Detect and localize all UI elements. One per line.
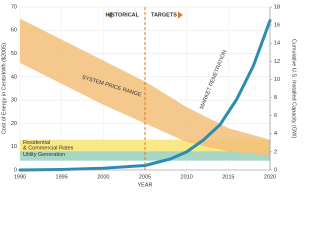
series-label: MARKET PENETRATION [199, 49, 228, 110]
y2-tick-label: 14 [274, 41, 280, 47]
x-tick-label: 2005 [139, 174, 151, 180]
y2-axis-title: Cumulative U.S. Installed Capacity (GW) [291, 39, 297, 139]
y-tick-label: 40 [11, 74, 17, 80]
y2-tick-label: 6 [274, 113, 277, 119]
x-tick-label: 2000 [97, 174, 109, 180]
x-tick-label: 1995 [56, 174, 68, 180]
y2-tick-label: 10 [274, 77, 280, 83]
y-tick-label: 10 [11, 144, 17, 150]
arrow-left [107, 11, 112, 19]
x-tick-label: 2020 [264, 174, 276, 180]
rate-band [20, 151, 270, 161]
page: 0 10 20 30 40 50 60 70 0 2 4 6 8 10 12 14 16 18 1990 1995 20… [1, 4, 297, 189]
market-line [18, 19, 272, 172]
y2-tick-label: 12 [274, 59, 280, 65]
band-label: Residential [23, 140, 50, 146]
y2-tick-label: 2 [274, 149, 277, 155]
arrow-right [178, 11, 183, 19]
header-left: HISTORICAL [105, 12, 139, 18]
x-tick-label: 1990 [14, 174, 26, 180]
band-label: Utility Generation [23, 152, 65, 158]
y-tick-label: 70 [11, 4, 17, 10]
y2-tick-label: 18 [274, 4, 280, 10]
y2-tick-label: 0 [274, 167, 277, 173]
x-tick-label: 2015 [222, 174, 234, 180]
y-tick-label: 20 [11, 121, 17, 127]
y2-tick-label: 16 [274, 23, 280, 29]
y-tick-label: 0 [14, 167, 17, 173]
y-tick-label: 60 [11, 28, 17, 34]
header-right: TARGETS [151, 12, 177, 18]
y2-tick-label: 4 [274, 131, 277, 137]
y-tick-label: 30 [11, 98, 17, 104]
chart: 0 10 20 30 40 50 60 70 0 2 4 6 8 10 12 14 16 18 1990 1995 20… [1, 4, 297, 188]
x-tick-label: 2010 [181, 174, 193, 180]
band-label: & Commercial Rates [23, 146, 74, 152]
y-axis-title: Cost of Energy in Cents/kWh ($2005) [1, 43, 7, 134]
y-tick-label: 50 [11, 51, 17, 57]
x-axis-title: YEAR [138, 182, 153, 188]
y2-tick-label: 8 [274, 95, 277, 101]
